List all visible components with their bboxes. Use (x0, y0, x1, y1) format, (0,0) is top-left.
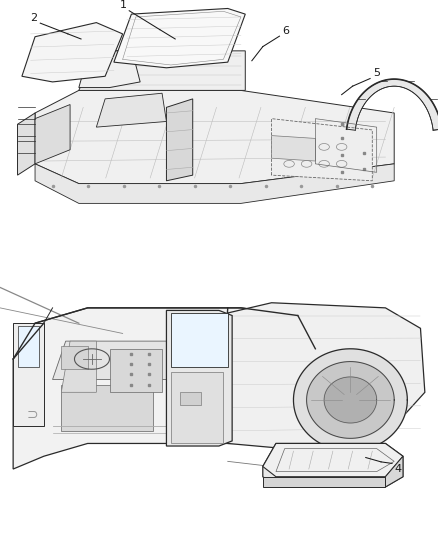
Polygon shape (35, 104, 70, 164)
Polygon shape (13, 323, 44, 425)
Text: 2: 2 (31, 13, 38, 22)
Polygon shape (293, 349, 407, 451)
Text: 6: 6 (283, 26, 290, 36)
Text: 5: 5 (373, 68, 380, 78)
Polygon shape (307, 361, 394, 438)
Polygon shape (13, 308, 315, 469)
Text: 4: 4 (394, 464, 401, 474)
Polygon shape (346, 79, 438, 130)
Polygon shape (79, 51, 245, 91)
Polygon shape (166, 310, 232, 446)
Polygon shape (18, 326, 39, 367)
Polygon shape (263, 443, 403, 477)
Polygon shape (35, 91, 394, 183)
Polygon shape (18, 113, 35, 175)
Polygon shape (35, 164, 394, 204)
Polygon shape (171, 372, 223, 443)
Polygon shape (61, 346, 88, 369)
Polygon shape (263, 443, 403, 487)
Text: ⊃: ⊃ (27, 408, 39, 422)
Polygon shape (180, 392, 201, 405)
Polygon shape (385, 456, 403, 487)
Polygon shape (61, 341, 96, 392)
Polygon shape (324, 377, 377, 423)
Polygon shape (79, 48, 140, 87)
Polygon shape (53, 341, 166, 379)
Polygon shape (171, 313, 228, 367)
Polygon shape (96, 93, 166, 127)
Polygon shape (263, 477, 385, 487)
Polygon shape (22, 22, 123, 82)
Polygon shape (272, 135, 315, 161)
Polygon shape (228, 303, 425, 449)
Text: 1: 1 (120, 0, 127, 10)
Polygon shape (272, 119, 372, 181)
Polygon shape (114, 9, 245, 68)
Polygon shape (166, 99, 193, 181)
Polygon shape (61, 385, 153, 431)
Polygon shape (110, 349, 162, 392)
